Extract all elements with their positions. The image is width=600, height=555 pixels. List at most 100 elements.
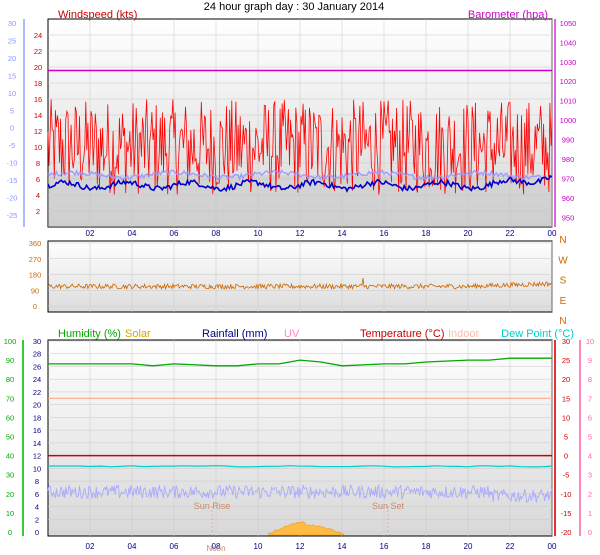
wind-x-tick-label: 04 <box>128 229 137 238</box>
wind-panel-x-ticks: 02 04 06 08 10 12 14 16 18 20 22 00 <box>86 229 557 238</box>
direction-tick-label: 180 <box>29 271 42 280</box>
rain-tick-label: 0 <box>35 528 39 537</box>
multi-x-tick-label: 22 <box>506 542 515 551</box>
compass-tick-label: N <box>559 235 566 246</box>
wind-outer-tick-label: -5 <box>9 141 16 150</box>
baro-tick-label: 950 <box>562 213 575 222</box>
uv-tick-label: 5 <box>588 433 592 442</box>
direction-tick-label: 0 <box>33 302 37 311</box>
wind-outer-tick-label: -15 <box>7 176 18 185</box>
multi-x-tick-label: 00 <box>548 542 557 551</box>
multi-panel-x-ticks: 02 04 06 08 10 12 14 16 18 20 22 00 <box>86 542 557 551</box>
wind-x-tick-label: 14 <box>338 229 347 238</box>
humidity-tick-label: 30 <box>6 471 14 480</box>
wind-inner-tick-label: 24 <box>34 31 42 40</box>
humidity-tick-label: 50 <box>6 433 14 442</box>
dew-point-series <box>48 465 553 468</box>
rain-tick-label: 6 <box>35 490 39 499</box>
baro-tick-label: 980 <box>562 155 575 164</box>
multi-panel: 0102030405060708090100024681012141618202… <box>4 328 594 553</box>
temperature-tick-label: 10 <box>562 413 570 422</box>
temperature-tick-label: 30 <box>562 337 570 346</box>
temperature-tick-label: 5 <box>564 433 568 442</box>
solar-series <box>268 521 345 536</box>
temperature-tick-label: -10 <box>561 490 572 499</box>
wind-inner-tick-label: 18 <box>34 79 42 88</box>
direction-panel-grid <box>48 241 553 312</box>
uv-tick-label: 3 <box>588 471 592 480</box>
wind-outer-tick-label: -10 <box>7 159 18 168</box>
rain-tick-label: 26 <box>33 362 41 371</box>
uv-tick-label: 0 <box>588 528 592 537</box>
wind-x-tick-label: 20 <box>464 229 473 238</box>
multi-x-tick-label: 02 <box>86 542 95 551</box>
humidity-label: Humidity (%) <box>58 328 121 340</box>
uv-tick-label: 9 <box>588 356 592 365</box>
compass-tick-label: S <box>560 276 567 287</box>
wind-x-tick-label: 16 <box>380 229 389 238</box>
multi-x-tick-label: 20 <box>464 542 473 551</box>
wind-outer-tick-label: -25 <box>7 211 18 220</box>
uv-tick-label: 7 <box>588 394 592 403</box>
multi-x-tick-label: 08 <box>212 542 221 551</box>
temperature-label: Temperature (°C) <box>360 328 444 340</box>
temperature-tick-label: 20 <box>562 375 570 384</box>
baro-tick-label: 1040 <box>560 38 577 47</box>
baro-tick-label: 1010 <box>560 97 577 106</box>
wind-panel-right-axis: 950 960 970 980 990 1000 1010 1020 1030 1040 1050 <box>554 19 577 227</box>
wind-inner-tick-label: 16 <box>34 95 42 104</box>
wind-average-series <box>47 174 553 193</box>
wind-x-tick-label: 10 <box>254 229 263 238</box>
wind-x-tick-label: 18 <box>422 229 431 238</box>
direction-tick-label: 270 <box>29 255 42 264</box>
baro-tick-label: 1030 <box>560 58 577 67</box>
temperature-tick-label: -5 <box>563 471 570 480</box>
wind-panel-series <box>47 69 553 195</box>
solar-label: Solar <box>125 328 151 340</box>
uv-tick-label: 4 <box>588 452 592 461</box>
direction-panel-series <box>47 277 553 291</box>
wind-low-band <box>48 175 552 227</box>
direction-panel-left-axis: 0 90 180 270 360 <box>29 239 42 311</box>
multi-x-tick-label: 04 <box>128 542 137 551</box>
chart-title: 24 hour graph day : 30 January 2014 <box>204 1 384 13</box>
rain-tick-label: 14 <box>33 439 41 448</box>
temperature-tick-label: -15 <box>561 509 572 518</box>
rainfall-rate-series <box>47 483 553 503</box>
direction-tick-label: 90 <box>31 286 39 295</box>
rain-tick-label: 8 <box>35 477 39 486</box>
wind-outer-tick-label: 30 <box>8 19 16 28</box>
direction-tick-label: 360 <box>29 239 42 248</box>
wind-x-tick-label: 22 <box>506 229 515 238</box>
temperature-tick-label: 25 <box>562 356 570 365</box>
wind-panel-left-outer-axis: -25 -20 -15 -10 -5 0 5 10 15 20 25 30 <box>7 19 25 227</box>
temperature-tick-label: 0 <box>564 452 568 461</box>
sun-set-label: Sun Set <box>372 501 405 511</box>
baro-tick-label: 1050 <box>560 19 577 28</box>
wind-inner-tick-label: 8 <box>36 159 40 168</box>
rain-tick-label: 22 <box>33 388 41 397</box>
multi-panel-series <box>47 357 553 536</box>
multi-x-tick-label: 18 <box>422 542 431 551</box>
rain-tick-label: 16 <box>33 426 41 435</box>
rain-tick-label: 2 <box>35 515 39 524</box>
multi-x-tick-label: 12 <box>296 542 305 551</box>
baro-tick-label: 960 <box>562 194 575 203</box>
humidity-tick-label: 100 <box>4 337 17 346</box>
compass-tick-label: E <box>560 296 567 307</box>
rain-tick-label: 24 <box>33 375 41 384</box>
wind-outer-tick-label: 20 <box>8 54 16 63</box>
rain-tick-label: 28 <box>33 350 41 359</box>
uv-tick-label: 1 <box>588 509 592 518</box>
wind-x-tick-label: 00 <box>548 229 557 238</box>
baro-tick-label: 1020 <box>560 77 577 86</box>
rain-tick-label: 30 <box>33 337 41 346</box>
wind-inner-tick-label: 10 <box>34 143 42 152</box>
wind-outer-tick-label: 0 <box>10 124 14 133</box>
sun-rise-label: Sun Rise <box>194 501 231 511</box>
humidity-tick-label: 40 <box>6 452 14 461</box>
wind-inner-tick-label: 6 <box>36 175 40 184</box>
humidity-series <box>48 357 552 367</box>
